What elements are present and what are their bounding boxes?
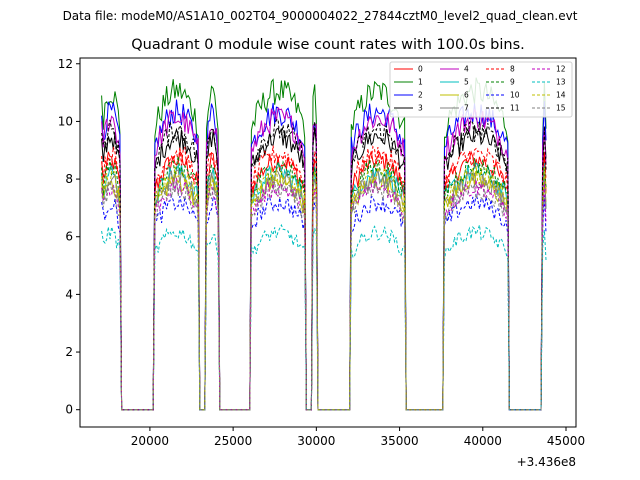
x-tick-label: 20000 [131, 434, 169, 448]
legend-label-13: 13 [556, 78, 566, 87]
x-tick-label: 25000 [214, 434, 252, 448]
y-tick-label: 0 [65, 403, 73, 417]
chart-title: Quadrant 0 module wise count rates with … [131, 37, 525, 53]
series-line-12 [101, 176, 547, 411]
legend-label-2: 2 [418, 91, 423, 100]
chart-suptitle: Data file: modeM0/AS1A10_002T04_90000040… [63, 9, 578, 23]
series-line-13 [101, 223, 547, 411]
y-tick-label: 4 [65, 287, 73, 301]
legend-box [389, 61, 573, 118]
y-tick-label: 2 [65, 345, 73, 359]
legend-label-10: 10 [510, 91, 520, 100]
legend-label-8: 8 [510, 65, 515, 74]
legend-label-15: 15 [556, 104, 566, 113]
series-line-1 [101, 77, 547, 411]
y-tick-label: 6 [65, 230, 73, 244]
x-tick-label: 40000 [464, 434, 502, 448]
series-line-8 [101, 145, 547, 411]
x-tick-label: 30000 [297, 434, 335, 448]
x-offset-label: +3.436e8 [517, 455, 576, 469]
legend-label-14: 14 [556, 91, 566, 100]
legend-label-5: 5 [464, 78, 469, 87]
x-tick-label: 35000 [380, 434, 418, 448]
legend-label-0: 0 [418, 65, 423, 74]
series-line-11 [101, 118, 547, 411]
y-tick-label: 10 [58, 114, 73, 128]
legend-label-4: 4 [464, 65, 469, 74]
series-line-14 [101, 165, 547, 411]
legend-label-7: 7 [464, 104, 469, 113]
x-tick-label: 45000 [547, 434, 585, 448]
series-line-7 [101, 168, 547, 411]
series-layer [101, 77, 547, 411]
plot-frame [79, 57, 577, 428]
series-line-4 [101, 106, 547, 411]
legend-label-12: 12 [556, 65, 566, 74]
legend-label-11: 11 [510, 104, 520, 113]
y-tick-label: 8 [65, 172, 73, 186]
series-line-15 [101, 179, 547, 411]
legend-label-1: 1 [418, 78, 423, 87]
legend-label-9: 9 [510, 78, 515, 87]
y-tick-label: 12 [58, 57, 73, 71]
legend-label-6: 6 [464, 91, 469, 100]
legend-label-3: 3 [418, 104, 423, 113]
series-line-5 [101, 161, 547, 411]
